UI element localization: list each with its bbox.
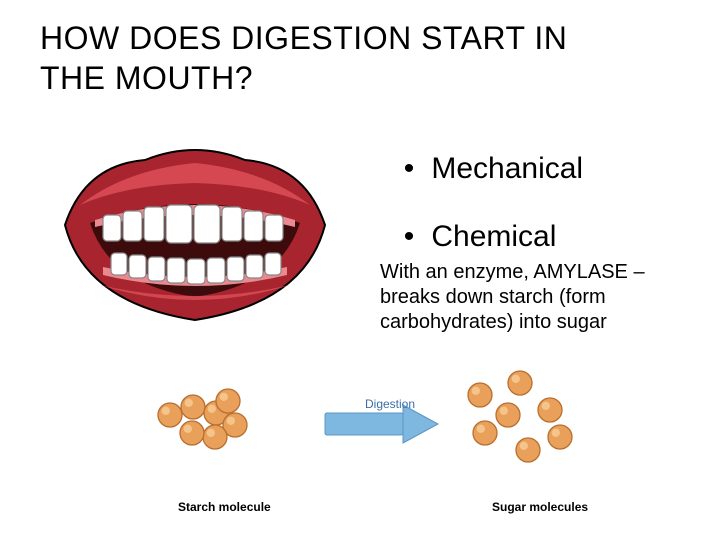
label-starch: Starch molecule [178,500,271,514]
bullet-dot-icon: • [395,220,423,254]
bullet-mechanical: • Mechanical [395,152,583,186]
title-line-2: THE MOUTH? [40,60,253,96]
mouth-illustration [45,135,345,330]
slide-title: HOW DOES DIGESTION START IN THE MOUTH? [40,18,567,98]
bullet-2-text: Chemical [431,220,556,253]
label-digestion: Digestion [365,397,415,411]
bullet-dot-icon: • [395,152,423,186]
label-sugar: Sugar molecules [492,500,588,514]
bullet-chemical: • Chemical [395,220,556,254]
title-line-1: HOW DOES DIGESTION START IN [40,20,567,56]
bullet-1-text: Mechanical [431,152,583,185]
chemical-description: With an enzyme, AMYLASE – breaks down st… [380,260,690,335]
